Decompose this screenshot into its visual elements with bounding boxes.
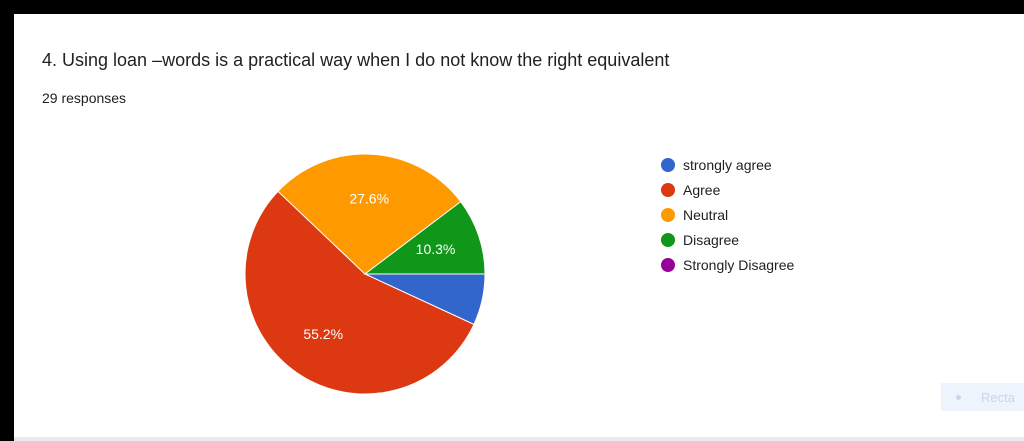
- response-count: 29 responses: [42, 90, 127, 106]
- legend-swatch: [661, 157, 675, 172]
- rectangle-tool-chip[interactable]: Recta: [941, 383, 1024, 411]
- legend-label: Neutral: [683, 206, 729, 223]
- pie-slice-disagree[interactable]: [363, 200, 486, 275]
- legend-item-agree[interactable]: Agree: [661, 177, 794, 202]
- bullet-icon: [956, 394, 961, 400]
- legend-item-strongly-disagree[interactable]: Strongly Disagree: [661, 252, 794, 277]
- bottom-divider: [14, 437, 1024, 441]
- legend-swatch: [661, 182, 675, 197]
- pie-slice-neutral[interactable]: [277, 153, 462, 275]
- legend-item-disagree[interactable]: Disagree: [661, 227, 794, 252]
- legend-label: strongly agree: [683, 156, 772, 173]
- pie-slice-agree[interactable]: [244, 190, 475, 395]
- legend-swatch: [661, 257, 675, 272]
- slice-label: 27.6%: [349, 190, 389, 206]
- rectangle-tool-label: Recta: [981, 389, 1015, 405]
- legend-label: Agree: [683, 181, 721, 198]
- legend-item-strongly-agree[interactable]: strongly agree: [661, 152, 794, 177]
- legend-item-neutral[interactable]: Neutral: [661, 202, 794, 227]
- slice-label: 10.3%: [416, 241, 456, 257]
- legend-swatch: [661, 232, 675, 247]
- slice-label: 55.2%: [303, 326, 343, 342]
- legend-label: Strongly Disagree: [683, 256, 795, 273]
- legend-label: Disagree: [683, 231, 740, 248]
- question-title: 4. Using loan –words is a practical way …: [42, 50, 670, 70]
- chart-legend: strongly agree Agree Neutral Disagree St…: [661, 152, 794, 277]
- legend-swatch: [661, 207, 675, 222]
